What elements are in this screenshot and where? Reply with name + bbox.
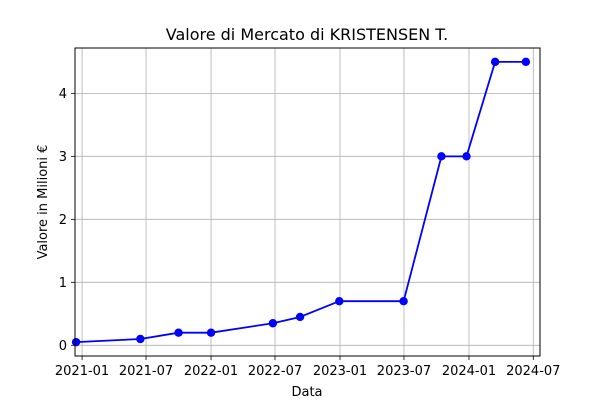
x-tick-label: 2024-01: [442, 364, 496, 379]
series-group: [71, 57, 531, 347]
y-tick-label: 4: [59, 87, 67, 102]
x-tick-label: 2023-07: [377, 364, 431, 379]
grid-lines: [75, 48, 540, 356]
series-line: [76, 60, 526, 344]
chart-title: Valore di Mercato di KRISTENSEN T.: [166, 25, 449, 44]
data-point: [521, 57, 531, 67]
y-axis-label: Valore in Milioni €: [36, 145, 51, 260]
data-point: [335, 297, 344, 306]
x-tick-label: 2021-01: [55, 364, 109, 379]
y-tick-label: 1: [59, 276, 67, 291]
data-point: [71, 337, 81, 347]
y-tick-label: 3: [59, 150, 67, 165]
data-point: [490, 57, 500, 67]
x-tick-label: 2024-07: [506, 364, 560, 379]
x-tick-label: 2023-01: [313, 364, 367, 379]
x-tick-label: 2021-07: [119, 364, 173, 379]
y-axis: 0 1 2 3 4: [59, 87, 75, 354]
data-point: [295, 312, 305, 322]
y-tick-label: 0: [59, 339, 67, 354]
data-point: [136, 334, 145, 344]
x-axis-label: Data: [291, 385, 322, 400]
plot-frame: [74, 47, 541, 357]
data-point: [399, 297, 408, 306]
data-point: [174, 328, 183, 337]
x-axis: 2021-01 2021-07 2022-01 2022-07 2023-01 2023-…: [55, 356, 560, 379]
x-tick-label: 2022-01: [184, 364, 238, 379]
data-point: [437, 152, 446, 161]
data-point: [462, 152, 471, 161]
data-point: [206, 328, 216, 337]
data-point: [268, 319, 278, 328]
x-tick-label: 2022-07: [248, 364, 302, 379]
y-tick-label: 2: [59, 213, 67, 228]
